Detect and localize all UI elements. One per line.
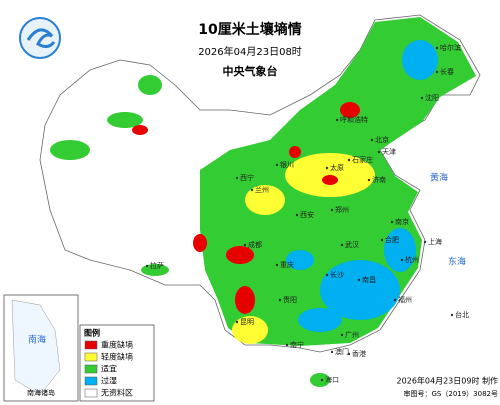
- city-dot: [435, 70, 439, 74]
- city-dot: [340, 243, 344, 247]
- city-label: 郑州: [335, 206, 349, 214]
- footer-approval: 审图号：GS（2019）3082号: [404, 389, 499, 398]
- city-label: 上海: [428, 237, 442, 246]
- sea-label: 南海: [28, 334, 46, 346]
- city-label: 北京: [375, 135, 389, 144]
- city-label: 太原: [330, 163, 344, 172]
- legend-swatch: [84, 340, 98, 350]
- city-label: 长沙: [330, 270, 344, 279]
- inset: 南海诸岛: [3, 294, 79, 402]
- date: 2026年04月23日08时: [198, 45, 302, 58]
- city-dot: [235, 176, 239, 180]
- city-dot: [400, 258, 404, 262]
- city-label: 天津: [382, 148, 396, 156]
- footer-made: 2026年04月23日09时 制作: [397, 376, 498, 386]
- city-label: 澳门: [335, 347, 349, 356]
- city-dot: [377, 150, 381, 154]
- city-dot: [250, 188, 254, 192]
- city-label: 台北: [455, 310, 469, 319]
- city-dot: [235, 320, 239, 324]
- city-label: 南昌: [362, 275, 376, 284]
- city-label: 昆明: [240, 318, 254, 326]
- city-dot: [357, 278, 361, 282]
- legend-label: 过湿: [101, 376, 117, 386]
- title: 10厘米土壤墒情: [198, 21, 301, 38]
- city-label: 香港: [352, 349, 366, 358]
- city-label: 杭州: [405, 255, 419, 264]
- city-dot: [347, 158, 351, 162]
- city-dot: [367, 178, 371, 182]
- legend-swatch: [84, 364, 98, 374]
- city-label: 武汉: [345, 240, 359, 249]
- city-label: 拉萨: [150, 261, 164, 270]
- city-label: 广州: [345, 330, 359, 339]
- city-dot: [330, 350, 334, 354]
- city-dot: [285, 343, 289, 347]
- city-label: 沈阳: [425, 93, 439, 102]
- legend-label: 轻度缺墒: [101, 352, 133, 362]
- city-dot: [393, 298, 397, 302]
- legend-label: 无资料区: [101, 388, 133, 398]
- city-label: 石家庄: [352, 155, 373, 164]
- city-dot: [450, 313, 454, 317]
- city-dot: [423, 240, 427, 244]
- city-label: 贵阳: [283, 295, 297, 304]
- city-label: 哈尔滨: [440, 43, 461, 52]
- city-dot: [330, 208, 334, 212]
- city-dot: [390, 220, 394, 224]
- city-label: 南京: [395, 217, 409, 226]
- city-label: 西宁: [240, 173, 254, 182]
- city-dot: [320, 378, 324, 382]
- city-label: 银川: [280, 160, 294, 169]
- city-label: 长春: [440, 67, 454, 76]
- legend-swatch: [84, 388, 98, 398]
- city-dot: [380, 238, 384, 242]
- city-dot: [243, 243, 247, 247]
- city-label: 福州: [398, 295, 412, 304]
- agency: 中央气象台: [223, 64, 278, 78]
- legend-title: 图例: [84, 328, 100, 338]
- city-dot: [435, 46, 439, 50]
- inset-label: 南海诸岛: [27, 388, 55, 397]
- city-label: 西安: [300, 210, 314, 219]
- sea-label: 黄海: [430, 172, 448, 184]
- city-dot: [295, 213, 299, 217]
- city-dot: [340, 333, 344, 337]
- city-label: 南宁: [290, 340, 304, 349]
- city-dot: [325, 166, 329, 170]
- city-label: 合肥: [385, 235, 399, 244]
- logo: [19, 17, 61, 59]
- city-label: 重庆: [280, 260, 294, 269]
- city-label: 海口: [325, 375, 339, 384]
- city-dot: [278, 298, 282, 302]
- city-dot: [370, 138, 374, 142]
- city-dot: [145, 264, 149, 268]
- moisture-patches: [50, 40, 438, 387]
- city-label: 呼和浩特: [340, 115, 368, 124]
- city-dot: [420, 96, 424, 100]
- city-dot: [347, 352, 351, 356]
- city-label: 成都: [248, 240, 262, 249]
- legend-swatch: [84, 352, 98, 362]
- city-dot: [325, 273, 329, 277]
- legend-swatch: [84, 376, 98, 386]
- city-dot: [275, 163, 279, 167]
- city-label: 济南: [372, 175, 386, 184]
- legend-label: 重度缺墒: [101, 340, 133, 350]
- legend-label: 适宜: [101, 364, 117, 374]
- city-dot: [335, 118, 339, 122]
- sea-label: 东海: [448, 256, 466, 268]
- city-label: 兰州: [255, 185, 269, 194]
- city-dot: [275, 263, 279, 267]
